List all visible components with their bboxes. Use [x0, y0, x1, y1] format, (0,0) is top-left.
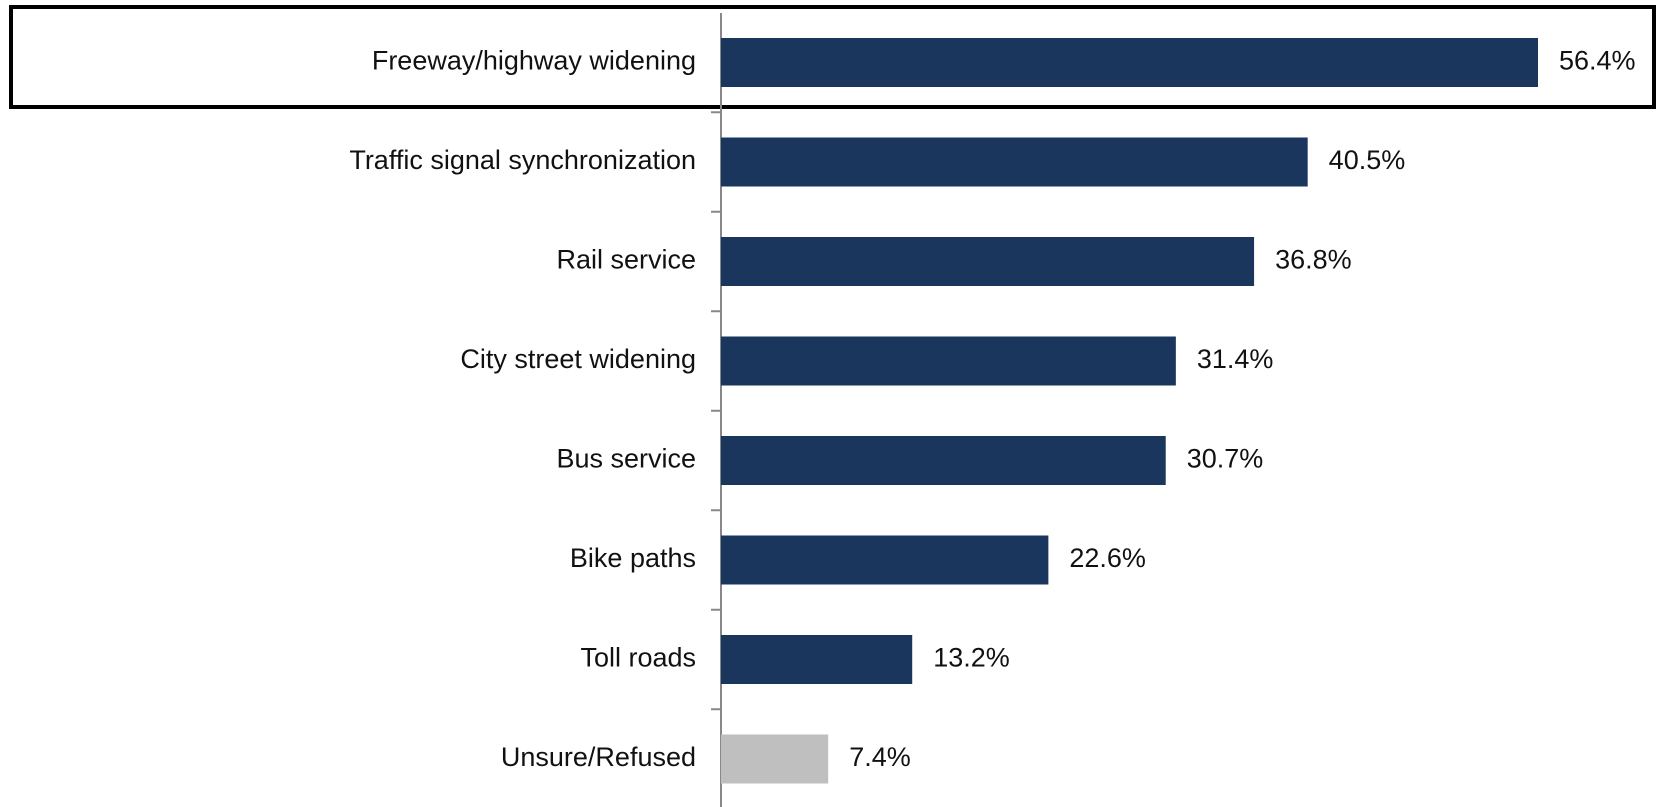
- bar: [721, 38, 1538, 87]
- category-label: Unsure/Refused: [501, 742, 696, 772]
- highlight-box: [9, 5, 1656, 109]
- value-label: 56.4%: [1559, 46, 1636, 76]
- bar: [721, 237, 1255, 286]
- bar: [721, 535, 1049, 585]
- category-label: Rail service: [556, 245, 696, 275]
- category-label: City street widening: [460, 344, 696, 374]
- value-label: 31.4%: [1197, 344, 1274, 374]
- category-label: Toll roads: [580, 643, 696, 673]
- value-label: 7.4%: [849, 742, 911, 772]
- category-label: Freeway/highway widening: [372, 46, 696, 76]
- bar: [721, 336, 1176, 386]
- bar: [721, 734, 829, 784]
- value-label: 40.5%: [1329, 145, 1406, 175]
- value-label: 13.2%: [933, 643, 1010, 673]
- value-label: 36.8%: [1275, 245, 1352, 275]
- value-label: 30.7%: [1187, 444, 1264, 474]
- bar: [721, 137, 1308, 187]
- bar: [721, 635, 913, 684]
- category-label: Bike paths: [570, 543, 696, 573]
- category-label: Traffic signal synchronization: [349, 145, 696, 175]
- category-label: Bus service: [556, 444, 696, 474]
- value-label: 22.6%: [1069, 543, 1146, 573]
- bar: [721, 436, 1166, 485]
